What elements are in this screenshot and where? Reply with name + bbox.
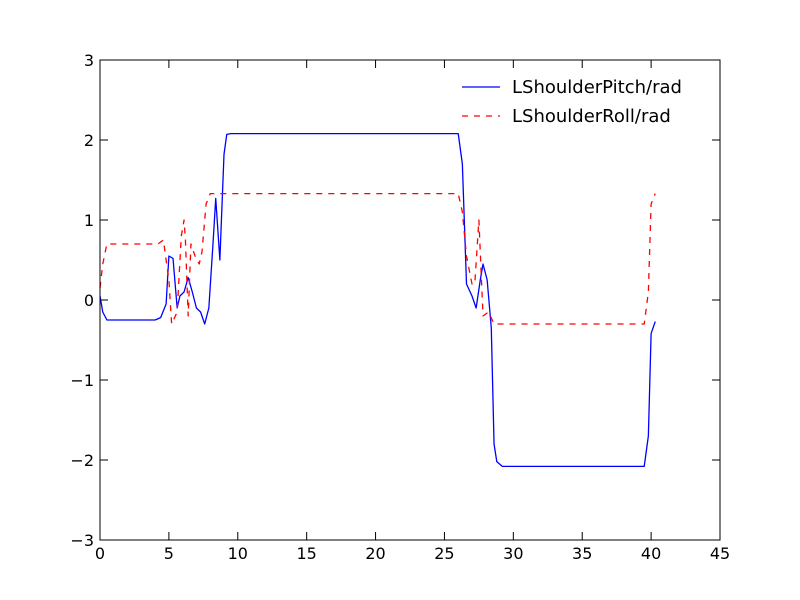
- series-line-2: [99, 192, 656, 325]
- y-tick-label: −1: [70, 371, 94, 390]
- x-tick-label: 20: [365, 544, 385, 563]
- x-tick-label: 10: [228, 544, 248, 563]
- x-tick-label: 35: [572, 544, 592, 563]
- x-tick-label: 15: [296, 544, 316, 563]
- x-tick-label: 40: [641, 544, 661, 563]
- x-tick-label: 45: [710, 544, 730, 563]
- legend-label-1: LShoulderPitch/rad: [512, 77, 682, 98]
- x-tick-label: 25: [434, 544, 454, 563]
- legend-label-2: LShoulderRoll/rad: [512, 106, 671, 127]
- series-lines: [99, 132, 656, 468]
- x-tick-label: 5: [164, 544, 174, 563]
- y-tick-label: 2: [84, 131, 94, 150]
- y-tick-label: −2: [70, 451, 94, 470]
- legend: LShoulderPitch/rad LShoulderRoll/rad: [462, 77, 682, 127]
- x-tick-label: 30: [503, 544, 523, 563]
- y-tick-label: −3: [70, 531, 94, 550]
- plot-frame: [99, 59, 721, 541]
- y-tick-label: 1: [84, 211, 94, 230]
- x-tick-label: 0: [95, 544, 105, 563]
- y-tick-label: 3: [84, 51, 94, 70]
- series-line-1: [99, 132, 656, 468]
- tick-labels: 0 5 10 15 20 25 30 35 40 45 −3 −2 −1 0 1 2 3: [70, 51, 730, 563]
- y-tick-label: 0: [84, 291, 94, 310]
